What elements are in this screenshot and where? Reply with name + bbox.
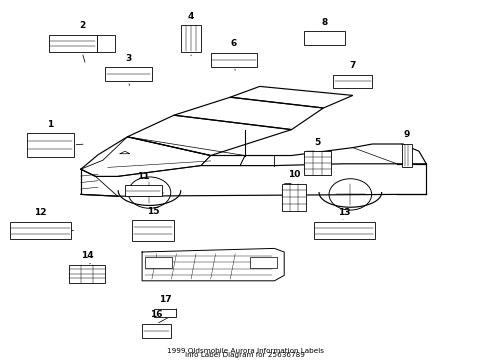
Text: 8: 8 [321, 18, 328, 27]
Bar [250, 257, 277, 268]
Bar [10, 222, 71, 239]
Text: 3: 3 [125, 54, 132, 63]
Bar [304, 31, 345, 45]
Text: 5: 5 [314, 138, 320, 147]
Bar [402, 144, 412, 167]
Bar [154, 309, 176, 317]
Bar [211, 53, 257, 67]
Text: 6: 6 [231, 39, 237, 48]
Text: 7: 7 [349, 61, 356, 70]
Bar [125, 185, 162, 196]
Bar [145, 257, 171, 268]
Bar [27, 133, 74, 157]
Bar [333, 75, 372, 88]
Text: 2: 2 [79, 21, 85, 30]
Bar [282, 184, 306, 211]
Text: 9: 9 [403, 130, 410, 139]
Text: Info Label Diagram for 25636789: Info Label Diagram for 25636789 [185, 352, 305, 358]
Bar [181, 25, 201, 52]
Bar [132, 220, 174, 241]
Text: 16: 16 [150, 310, 163, 319]
Text: 4: 4 [188, 12, 195, 21]
Text: 14: 14 [81, 251, 93, 260]
Text: 10: 10 [288, 170, 300, 179]
Bar [97, 35, 115, 52]
Bar [105, 67, 152, 81]
Text: 11: 11 [137, 172, 149, 181]
Text: 1999 Oldsmobile Aurora Information Labels: 1999 Oldsmobile Aurora Information Label… [167, 347, 323, 354]
Bar [314, 222, 375, 239]
Bar [69, 265, 105, 283]
Bar [49, 35, 97, 52]
Text: 13: 13 [338, 208, 350, 217]
Text: 1: 1 [47, 120, 53, 129]
Bar [304, 151, 331, 175]
Bar [142, 324, 171, 338]
Text: 15: 15 [147, 207, 159, 216]
Text: 12: 12 [34, 208, 47, 217]
Text: 17: 17 [159, 295, 171, 304]
